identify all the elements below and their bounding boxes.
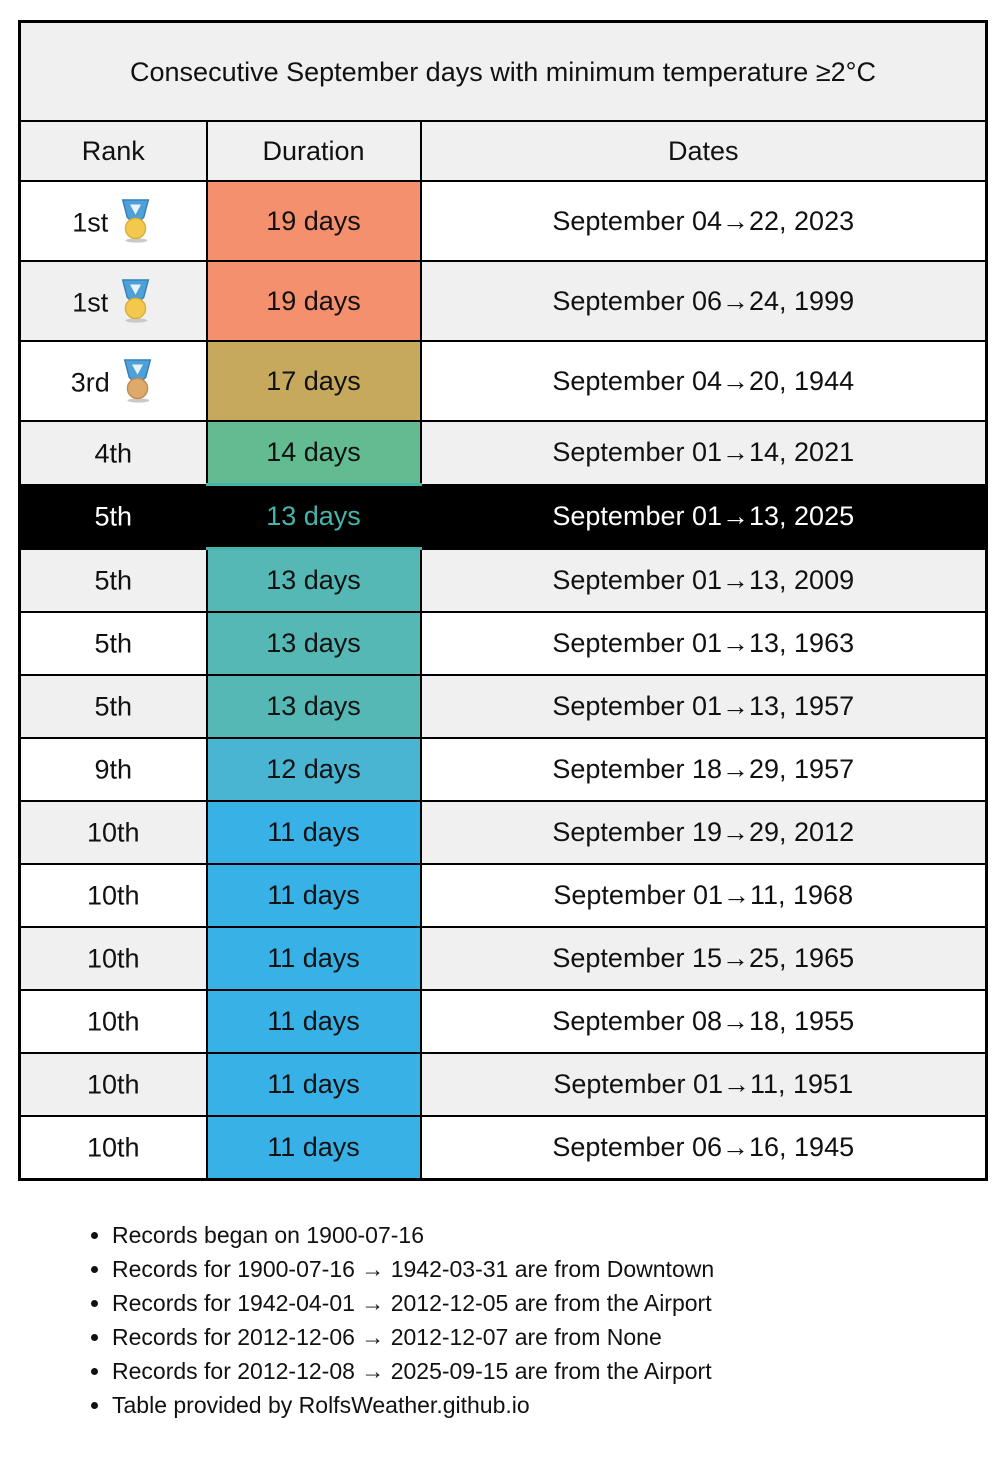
rank-label: 4th xyxy=(94,437,133,468)
duration-cell: 14 days xyxy=(205,420,422,486)
rank-label: 10th xyxy=(86,1069,140,1100)
table-row: 10th 11 days September 15→25, 1965 xyxy=(18,926,988,991)
rank-cell: 10th xyxy=(18,926,208,991)
rank-cell: 5th xyxy=(18,547,208,613)
dates-cell: September 01→14, 2021 xyxy=(419,420,988,486)
duration-cell: 17 days xyxy=(205,340,422,422)
rank-label: 1st xyxy=(72,207,109,238)
column-header-dates: Dates xyxy=(419,120,988,182)
dates-cell: September 04→20, 1944 xyxy=(419,340,988,422)
records-table: Consecutive September days with minimum … xyxy=(18,20,988,1181)
footnote-item: Records began on 1900-07-16 xyxy=(112,1218,985,1252)
footnote-item: Records for 2012-12-08 → 2025-09-15 are … xyxy=(112,1354,985,1388)
rank-label: 5th xyxy=(94,565,133,596)
rank-cell: 1st xyxy=(18,180,208,262)
duration-cell: 11 days xyxy=(205,926,422,991)
dates-cell: September 19→29, 2012 xyxy=(419,800,988,865)
rank-cell: 10th xyxy=(18,989,208,1054)
dates-cell: September 01→11, 1951 xyxy=(419,1052,988,1117)
table-row: 5th 13 days September 01→13, 1963 xyxy=(18,611,988,676)
rank-cell: 5th xyxy=(18,674,208,739)
table-row: 10th 11 days September 06→16, 1945 xyxy=(18,1115,988,1181)
rank-cell: 10th xyxy=(18,1115,208,1181)
duration-cell: 11 days xyxy=(205,1115,422,1181)
duration-cell: 11 days xyxy=(205,989,422,1054)
rank-label: 5th xyxy=(94,501,133,532)
rank-label: 5th xyxy=(94,628,133,659)
table-row: 3rd 17 days September 04→20, 1944 xyxy=(18,340,988,422)
table-row-highlighted: 5th 13 days September 01→13, 2025 xyxy=(18,483,988,550)
title-row: Consecutive September days with minimum … xyxy=(18,20,988,122)
duration-cell: 19 days xyxy=(205,180,422,262)
duration-cell: 13 days xyxy=(205,674,422,739)
duration-cell: 13 days xyxy=(205,611,422,676)
dates-cell: September 01→11, 1968 xyxy=(419,863,988,928)
rank-label: 9th xyxy=(94,754,133,785)
table-row: 10th 11 days September 08→18, 1955 xyxy=(18,989,988,1054)
table-row: 9th 12 days September 18→29, 1957 xyxy=(18,737,988,802)
column-header-duration: Duration xyxy=(205,120,422,182)
column-header-rank: Rank xyxy=(18,120,208,182)
dates-cell: September 18→29, 1957 xyxy=(419,737,988,802)
rank-cell: 1st xyxy=(18,260,208,342)
table-row: 10th 11 days September 01→11, 1951 xyxy=(18,1052,988,1117)
rank-label: 10th xyxy=(86,817,140,848)
table-row: 5th 13 days September 01→13, 2009 xyxy=(18,547,988,613)
footnote-item: Records for 2012-12-06 → 2012-12-07 are … xyxy=(112,1320,985,1354)
rank-label: 1st xyxy=(72,287,109,318)
table-row: 10th 11 days September 01→11, 1968 xyxy=(18,863,988,928)
rank-cell: 9th xyxy=(18,737,208,802)
duration-cell: 19 days xyxy=(205,260,422,342)
column-header-row: Rank Duration Dates xyxy=(18,120,988,182)
dates-cell: September 06→24, 1999 xyxy=(419,260,988,342)
table-row: 1st 19 days September 06→24, 1999 xyxy=(18,260,988,342)
rank-cell: 10th xyxy=(18,1052,208,1117)
table-row: 5th 13 days September 01→13, 1957 xyxy=(18,674,988,739)
table-row: 4th 14 days September 01→14, 2021 xyxy=(18,420,988,486)
dates-cell: September 01→13, 1957 xyxy=(419,674,988,739)
duration-cell: 13 days xyxy=(205,483,422,550)
dates-cell: September 06→16, 1945 xyxy=(419,1115,988,1181)
rank-cell: 5th xyxy=(18,483,208,550)
gold-medal-icon xyxy=(122,279,150,323)
rank-cell: 5th xyxy=(18,611,208,676)
rank-label: 10th xyxy=(86,880,140,911)
dates-cell: September 15→25, 1965 xyxy=(419,926,988,991)
rank-label: 5th xyxy=(94,691,133,722)
footnote-item: Records for 1942-04-01 → 2012-12-05 are … xyxy=(112,1286,985,1320)
duration-cell: 11 days xyxy=(205,800,422,865)
footnote-item: Table provided by RolfsWeather.github.io xyxy=(112,1388,985,1422)
table-title: Consecutive September days with minimum … xyxy=(18,20,988,122)
gold-medal-icon xyxy=(122,199,150,243)
table-row: 1st 19 days September 04→22, 2023 xyxy=(18,180,988,262)
rank-label: 10th xyxy=(86,943,140,974)
bronze-medal-icon xyxy=(123,359,151,403)
table-row: 10th 11 days September 19→29, 2012 xyxy=(18,800,988,865)
rank-cell: 3rd xyxy=(18,340,208,422)
rank-label: 10th xyxy=(86,1132,140,1163)
dates-cell: September 01→13, 2009 xyxy=(419,547,988,613)
dates-cell: September 01→13, 2025 xyxy=(419,483,988,550)
footnote-item: Records for 1900-07-16 → 1942-03-31 are … xyxy=(112,1252,985,1286)
dates-cell: September 08→18, 1955 xyxy=(419,989,988,1054)
rank-cell: 4th xyxy=(18,420,208,486)
footnotes-list: Records began on 1900-07-16Records for 1… xyxy=(78,1218,985,1422)
rank-cell: 10th xyxy=(18,800,208,865)
rank-cell: 10th xyxy=(18,863,208,928)
rank-label: 3rd xyxy=(70,367,110,398)
duration-cell: 11 days xyxy=(205,863,422,928)
rank-label: 10th xyxy=(86,1006,140,1037)
duration-cell: 13 days xyxy=(205,547,422,613)
duration-cell: 12 days xyxy=(205,737,422,802)
dates-cell: September 01→13, 1963 xyxy=(419,611,988,676)
dates-cell: September 04→22, 2023 xyxy=(419,180,988,262)
duration-cell: 11 days xyxy=(205,1052,422,1117)
